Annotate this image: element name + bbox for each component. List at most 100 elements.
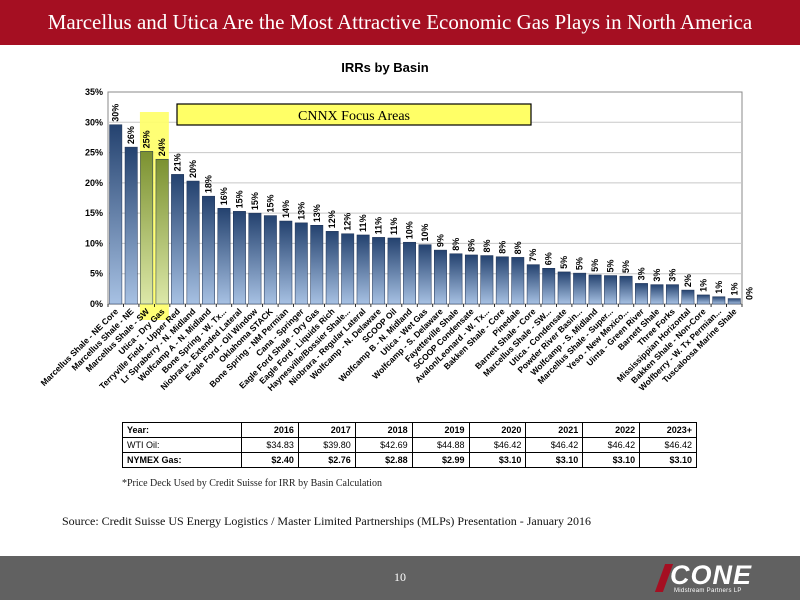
price-deck-footnote: *Price Deck Used by Credit Suisse for IR… bbox=[122, 478, 382, 489]
bar bbox=[495, 256, 509, 305]
bar-value-label: 11% bbox=[374, 217, 384, 235]
bar-value-label: 21% bbox=[173, 153, 183, 171]
year-cell: 2019 bbox=[411, 422, 470, 438]
year-cell: 2018 bbox=[354, 422, 413, 438]
bar bbox=[202, 195, 215, 305]
bar bbox=[712, 296, 726, 305]
bar-value-label: 5% bbox=[559, 256, 569, 269]
bar bbox=[511, 257, 525, 305]
focus-callout-label: CNNX Focus Areas bbox=[298, 109, 410, 124]
bar-value-label: 9% bbox=[435, 234, 445, 247]
bar-value-label: 11% bbox=[389, 217, 399, 235]
bar-value-label: 5% bbox=[621, 260, 631, 273]
wti-cell: $46.42 bbox=[582, 437, 641, 453]
bar bbox=[186, 180, 200, 305]
bar-value-label: 6% bbox=[544, 252, 554, 265]
year-cell: 2017 bbox=[297, 422, 356, 438]
gas-cell: $2.40 bbox=[241, 452, 299, 468]
bar bbox=[325, 231, 339, 305]
bar bbox=[434, 249, 447, 305]
bar-value-label: 8% bbox=[482, 240, 492, 253]
bar-value-label: 20% bbox=[188, 160, 198, 178]
y-tick-label: 10% bbox=[85, 238, 103, 248]
bar-value-label: 14% bbox=[281, 200, 291, 218]
gas-cell: $2.76 bbox=[297, 452, 356, 468]
price-deck-wti-row: WTI Oil: $34.83 $39.80 $42.69 $44.88 $46… bbox=[122, 437, 697, 453]
bar-value-label: 16% bbox=[219, 187, 229, 205]
price-deck-year-row: Year: 2016 2017 2018 2019 2020 2021 2022… bbox=[122, 422, 697, 438]
bar-value-label: 30% bbox=[111, 104, 121, 122]
gas-cell: $2.99 bbox=[411, 452, 470, 468]
bar bbox=[464, 254, 478, 305]
gas-cell: $3.10 bbox=[525, 452, 584, 468]
year-cell: 2021 bbox=[525, 422, 584, 438]
y-tick-label: 25% bbox=[85, 148, 103, 158]
bar bbox=[140, 151, 154, 305]
bar-value-label: 5% bbox=[606, 260, 616, 273]
logo-subtext: Midstream Partners LP bbox=[674, 588, 742, 594]
source-note: Source: Credit Suisse US Energy Logistic… bbox=[62, 514, 592, 528]
year-label: Year: bbox=[122, 422, 242, 438]
bar bbox=[696, 294, 710, 305]
logo-wordmark: CONE bbox=[670, 560, 753, 590]
bar-value-label: 5% bbox=[590, 259, 600, 272]
price-deck-gas-row: NYMEX Gas: $2.40 $2.76 $2.88 $2.99 $3.10… bbox=[122, 452, 697, 468]
bar bbox=[372, 237, 386, 305]
year-cell: 2020 bbox=[468, 422, 527, 438]
cone-logo: CONE Midstream Partners LP bbox=[654, 560, 772, 596]
bar bbox=[681, 289, 695, 305]
bar-value-label: 1% bbox=[729, 283, 739, 296]
bar bbox=[233, 211, 246, 305]
wti-cell: $42.69 bbox=[354, 437, 413, 453]
irr-bar-chart: IRRs by Basin 30% 26% 25% 24% 21% 20% 18% 16% 15… bbox=[39, 60, 755, 393]
bar-value-label: 15% bbox=[250, 192, 260, 210]
year-cell: 2022 bbox=[582, 422, 641, 438]
chart-title: IRRs by Basin bbox=[341, 60, 428, 75]
bar-value-label: 24% bbox=[157, 138, 167, 156]
bar bbox=[263, 215, 277, 305]
bar bbox=[279, 220, 293, 305]
gas-cell: $3.10 bbox=[468, 452, 527, 468]
gas-cell: $2.88 bbox=[354, 452, 413, 468]
bar bbox=[387, 237, 401, 305]
bar-value-label: 15% bbox=[265, 195, 275, 213]
bar-value-label-extra: 0% bbox=[745, 287, 755, 300]
y-tick-label: 20% bbox=[85, 178, 103, 188]
wti-cell: $46.42 bbox=[639, 437, 697, 453]
irr-chart: IRRs by Basin 30% 26% 25% 24% 21% 20% 18% 16% 15… bbox=[0, 50, 800, 410]
bar bbox=[310, 225, 324, 305]
bar bbox=[650, 284, 664, 305]
y-tick-label: 0% bbox=[90, 299, 103, 309]
bar-value-label: 8% bbox=[466, 239, 476, 252]
bar-value-label: 13% bbox=[296, 202, 306, 220]
bar bbox=[619, 275, 633, 305]
slide-title: Marcellus and Utica Are the Most Attract… bbox=[0, 0, 800, 45]
bar bbox=[449, 253, 463, 305]
bar bbox=[635, 283, 648, 305]
gas-cell: $3.10 bbox=[582, 452, 641, 468]
focus-callout: CNNX Focus Areas bbox=[176, 103, 532, 126]
bar bbox=[403, 241, 416, 305]
bar-value-label: 15% bbox=[234, 190, 244, 208]
gas-label: NYMEX Gas: bbox=[122, 452, 242, 468]
bar bbox=[573, 272, 587, 305]
bar-value-label: 12% bbox=[343, 213, 353, 231]
slide-title-text: Marcellus and Utica Are the Most Attract… bbox=[47, 10, 753, 34]
bar bbox=[356, 234, 370, 305]
bar bbox=[155, 158, 169, 305]
bar bbox=[124, 146, 138, 305]
bar bbox=[588, 274, 602, 305]
bar-value-label: 25% bbox=[142, 130, 152, 148]
wti-label: WTI Oil: bbox=[122, 437, 242, 453]
bar bbox=[109, 124, 123, 305]
bar bbox=[217, 208, 231, 305]
bar-value-label: 11% bbox=[358, 214, 368, 232]
bar-value-label: 8% bbox=[513, 241, 523, 254]
bar-value-label: 7% bbox=[528, 249, 538, 262]
y-tick-label: 35% bbox=[85, 87, 103, 97]
bar bbox=[341, 233, 355, 305]
wti-cell: $39.80 bbox=[297, 437, 356, 453]
y-tick-label: 5% bbox=[90, 269, 103, 279]
page-number: 10 bbox=[394, 570, 406, 584]
wti-cell: $34.83 bbox=[241, 437, 299, 453]
